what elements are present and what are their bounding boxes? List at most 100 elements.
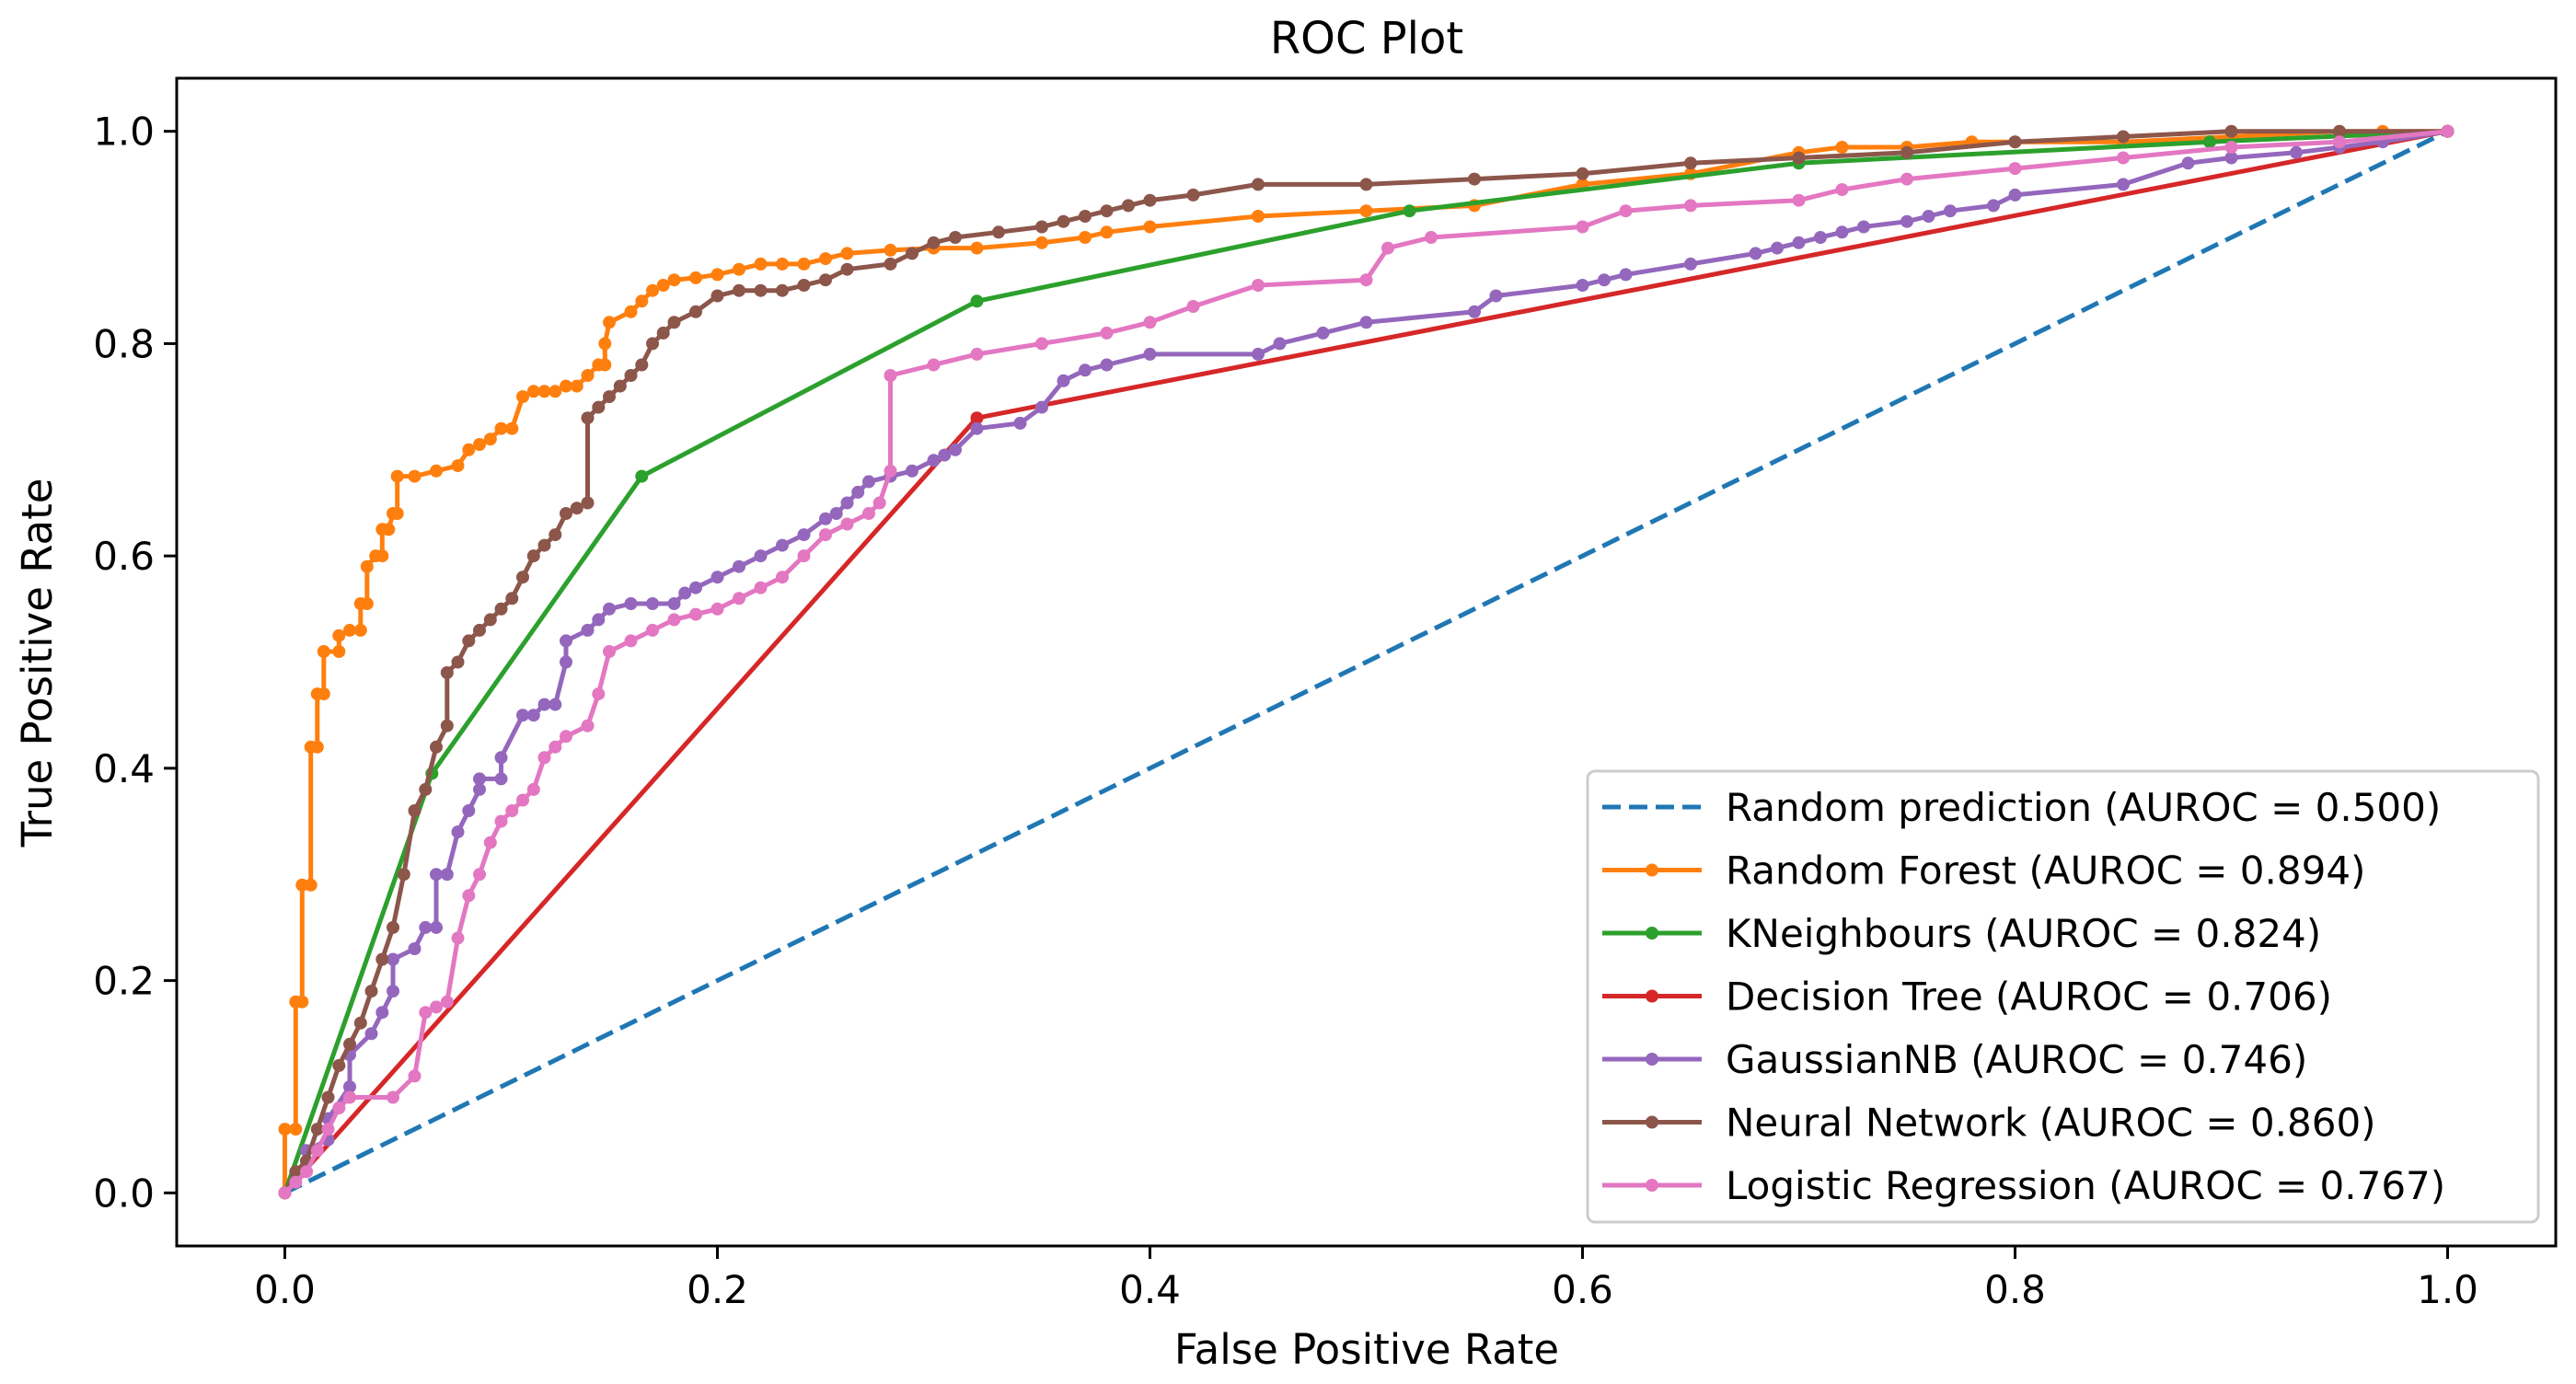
data-point	[343, 623, 356, 637]
data-point	[560, 655, 572, 669]
data-point	[387, 1090, 399, 1104]
data-point	[710, 289, 724, 303]
data-point	[419, 1006, 433, 1020]
chart-title: ROC Plot	[1270, 13, 1463, 64]
data-point	[473, 868, 486, 882]
legend-label: Decision Tree (AUROC = 0.706)	[1726, 975, 2332, 1020]
x-tick-label: 1.0	[2417, 1267, 2478, 1312]
data-point	[646, 597, 659, 610]
data-point	[451, 655, 465, 669]
y-tick-label: 0.0	[93, 1171, 155, 1216]
data-point	[2333, 135, 2346, 149]
data-point	[1100, 326, 1114, 340]
data-point	[408, 804, 422, 817]
data-point	[970, 294, 984, 308]
data-point	[408, 469, 422, 483]
data-point	[1359, 178, 1373, 191]
series-line	[283, 129, 2448, 1194]
data-point	[440, 995, 454, 1009]
data-point	[754, 283, 768, 297]
data-point	[906, 464, 918, 478]
data-point	[776, 571, 789, 584]
data-point	[872, 496, 886, 510]
data-point	[840, 496, 854, 510]
data-point	[1814, 231, 1827, 244]
data-point	[1403, 204, 1416, 218]
data-point	[1749, 247, 1762, 260]
data-point	[949, 443, 962, 456]
y-tick-label: 0.2	[93, 959, 155, 1004]
data-point	[797, 549, 811, 563]
data-point	[537, 698, 551, 711]
data-point	[505, 804, 519, 817]
x-tick-label: 0.4	[1119, 1267, 1181, 1312]
data-point	[390, 469, 404, 483]
data-point	[419, 920, 433, 934]
data-point	[667, 316, 681, 329]
data-point	[560, 379, 572, 393]
data-point	[1079, 210, 1092, 223]
data-point	[570, 502, 583, 515]
series-6	[278, 124, 2455, 1200]
data-point	[387, 952, 399, 966]
data-point	[549, 740, 562, 754]
data-point	[656, 326, 670, 340]
data-point	[689, 271, 702, 284]
data-point	[289, 1165, 303, 1179]
data-point	[1900, 172, 1913, 186]
series-5	[278, 124, 2455, 1200]
legend-marker	[1646, 1179, 1658, 1192]
data-point	[1987, 199, 2000, 213]
data-point	[483, 432, 497, 446]
data-point	[819, 512, 832, 525]
data-point	[635, 294, 649, 308]
data-point	[884, 257, 897, 271]
data-point	[430, 1000, 443, 1014]
data-point	[1100, 358, 1114, 372]
series-line	[283, 129, 2449, 1195]
data-point	[710, 571, 724, 584]
data-point	[1143, 316, 1157, 329]
data-point	[1944, 204, 1957, 218]
data-point	[408, 942, 422, 955]
data-point	[430, 740, 443, 754]
data-point	[387, 985, 399, 998]
data-point	[387, 920, 399, 934]
legend-label: GaussianNB (AUROC = 0.746)	[1726, 1037, 2307, 1082]
legend-marker	[1646, 1115, 1658, 1129]
data-point	[2008, 135, 2022, 149]
data-point	[776, 538, 789, 552]
data-point	[624, 305, 638, 318]
data-point	[592, 400, 606, 414]
data-point	[494, 814, 508, 828]
data-point	[884, 243, 897, 257]
data-point	[819, 252, 832, 266]
data-point	[1057, 374, 1070, 387]
data-point	[927, 236, 941, 249]
data-point	[797, 528, 811, 542]
y-axis-label: True Positive Rate	[13, 479, 62, 848]
data-point	[1273, 337, 1287, 351]
data-point	[1835, 225, 1849, 239]
data-point	[570, 379, 583, 393]
data-point	[581, 411, 595, 425]
data-point	[1252, 178, 1265, 191]
data-point	[1835, 183, 1849, 197]
series-layer	[278, 124, 2455, 1200]
data-point	[581, 719, 595, 732]
data-point	[1035, 220, 1048, 234]
data-point	[624, 597, 638, 610]
data-point	[289, 1175, 303, 1189]
data-point	[1619, 268, 1633, 282]
data-point	[862, 507, 875, 520]
data-point	[970, 241, 984, 255]
data-point	[494, 421, 508, 435]
data-point	[295, 995, 309, 1009]
data-point	[733, 592, 745, 606]
data-point	[332, 1101, 346, 1114]
data-point	[624, 634, 638, 648]
data-point	[419, 782, 433, 796]
data-point	[364, 1027, 378, 1041]
data-point	[537, 385, 551, 398]
data-point	[624, 369, 638, 382]
